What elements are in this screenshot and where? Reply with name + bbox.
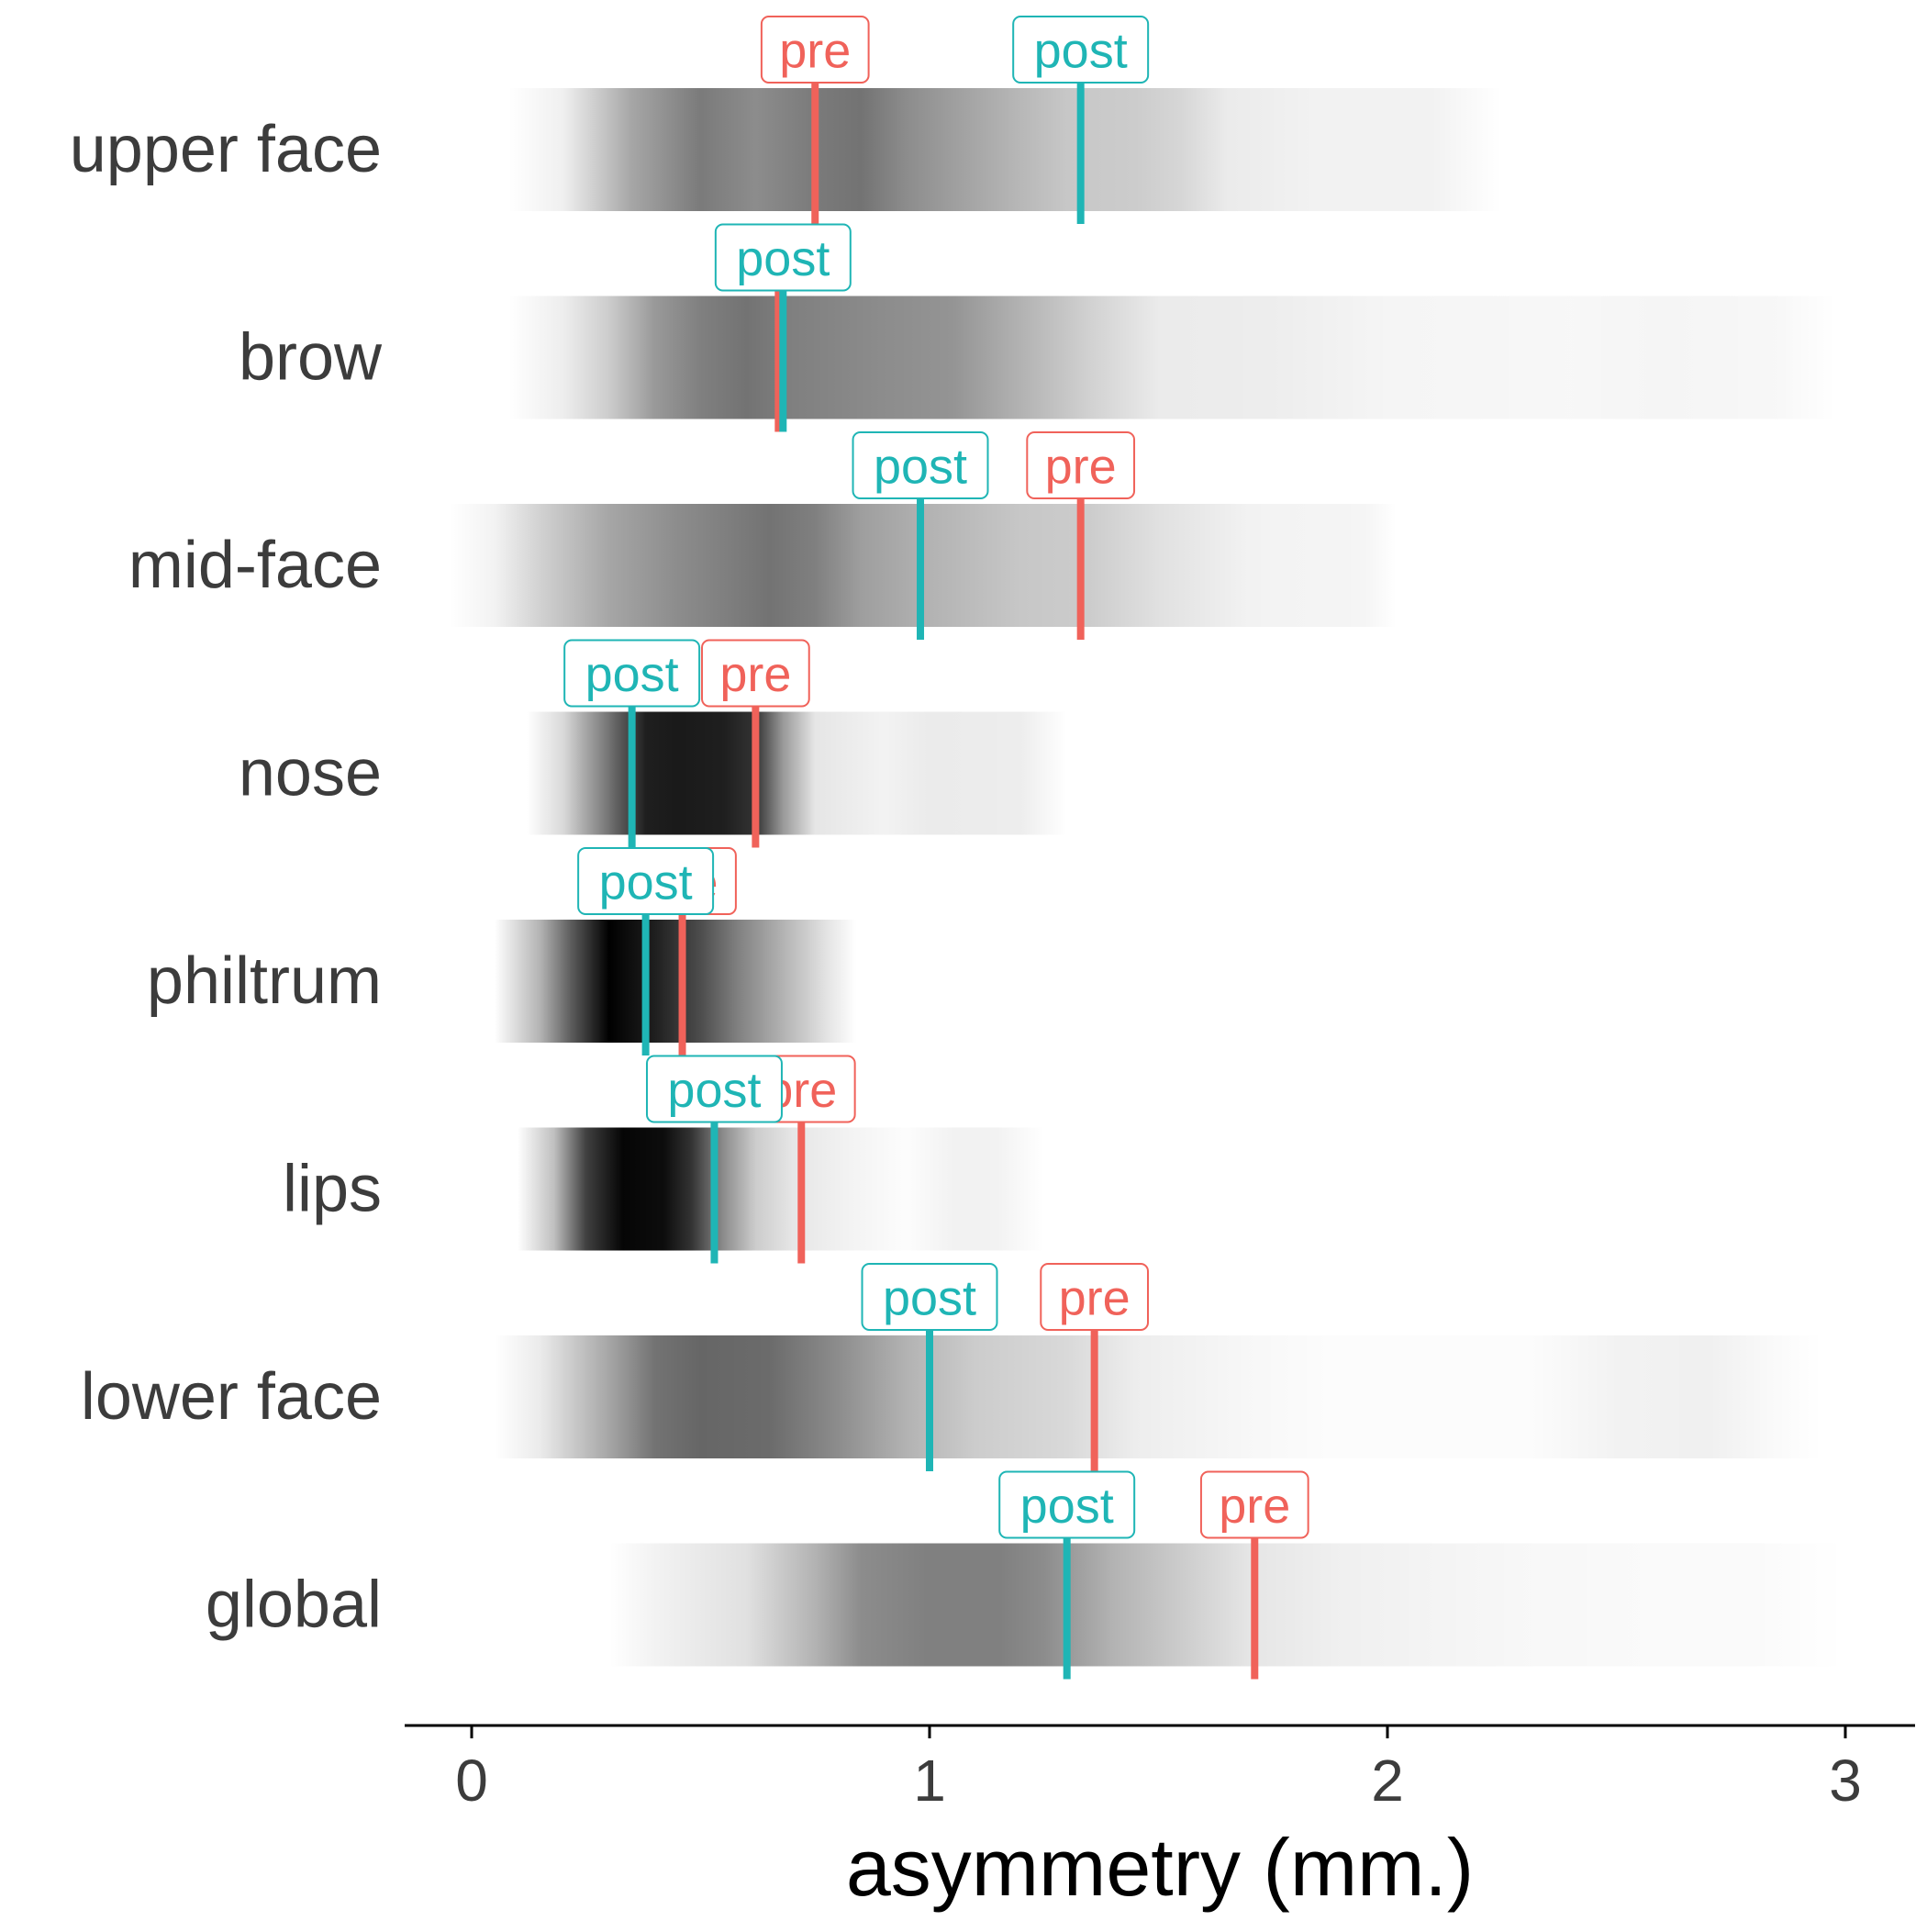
post-label: post — [599, 854, 693, 910]
x-axis: 0 1 2 3 asymmetry (mm.) — [405, 1724, 1915, 1913]
density-strip-brow — [507, 296, 1837, 419]
pre-post-markers: prepostprepostprepostprepostprepostprepo… — [563, 16, 1309, 1680]
pre-label: pre — [1059, 1270, 1131, 1325]
markers-global: pre post — [998, 1470, 1309, 1680]
post-label: post — [736, 231, 830, 286]
density-strip-lower-face — [494, 1335, 1823, 1458]
pre-label-box — [1026, 431, 1136, 499]
x-ticks: 0 1 2 3 — [455, 1725, 1862, 1814]
pre-label: pre — [1219, 1479, 1290, 1534]
post-label-box — [577, 847, 715, 915]
post-label: post — [1020, 1479, 1114, 1534]
y-label-brow: brow — [239, 321, 383, 395]
density-strip-nose — [526, 711, 1067, 835]
post-label: post — [883, 1270, 976, 1325]
density-strip-global — [608, 1543, 1846, 1667]
x-tick-label: 3 — [1829, 1748, 1862, 1814]
pre-label: pre — [1045, 439, 1117, 494]
density-strip-lips — [517, 1127, 1044, 1251]
markers-upper-face: pre post — [760, 16, 1150, 224]
y-label-lower-face: lower face — [81, 1360, 382, 1434]
x-tick-label: 0 — [455, 1748, 488, 1814]
post-label: post — [667, 1063, 761, 1118]
post-label-box — [645, 1055, 783, 1123]
post-label-box — [563, 639, 701, 708]
pre-label: pre — [719, 647, 791, 702]
y-label-nose: nose — [239, 737, 382, 810]
post-label: post — [874, 439, 967, 494]
post-label: post — [585, 647, 679, 702]
pre-label-box — [760, 16, 870, 84]
markers-lower-face: pre post — [861, 1263, 1150, 1471]
post-label-box — [861, 1263, 998, 1331]
y-label-philtrum: philtrum — [147, 944, 382, 1018]
x-tick-label: 2 — [1371, 1748, 1404, 1814]
pre-label: pre — [779, 23, 851, 78]
post-label: post — [1034, 23, 1128, 78]
density-strip-philtrum — [494, 920, 857, 1043]
post-label-box — [714, 223, 852, 292]
post-label-box — [852, 431, 989, 499]
y-label-global: global — [206, 1569, 382, 1642]
x-tick-label: 1 — [913, 1748, 946, 1814]
density-strips — [449, 88, 1846, 1667]
pre-label-box — [701, 639, 810, 708]
y-label-mid-face: mid-face — [128, 529, 382, 602]
post-label-box — [1012, 16, 1150, 84]
x-axis-title: asymmetry (mm.) — [846, 1822, 1474, 1913]
post-label-box — [998, 1470, 1136, 1539]
y-label-lips: lips — [283, 1153, 382, 1226]
y-label-upper-face: upper face — [70, 113, 382, 186]
density-strip-upper-face — [507, 88, 1502, 211]
pre-label-box — [1199, 1470, 1309, 1539]
pre-label-box — [1040, 1263, 1150, 1331]
markers-mid-face: pre post — [852, 431, 1136, 640]
y-axis-labels: upper face brow mid-face nose philtrum lips lo… — [70, 113, 383, 1642]
